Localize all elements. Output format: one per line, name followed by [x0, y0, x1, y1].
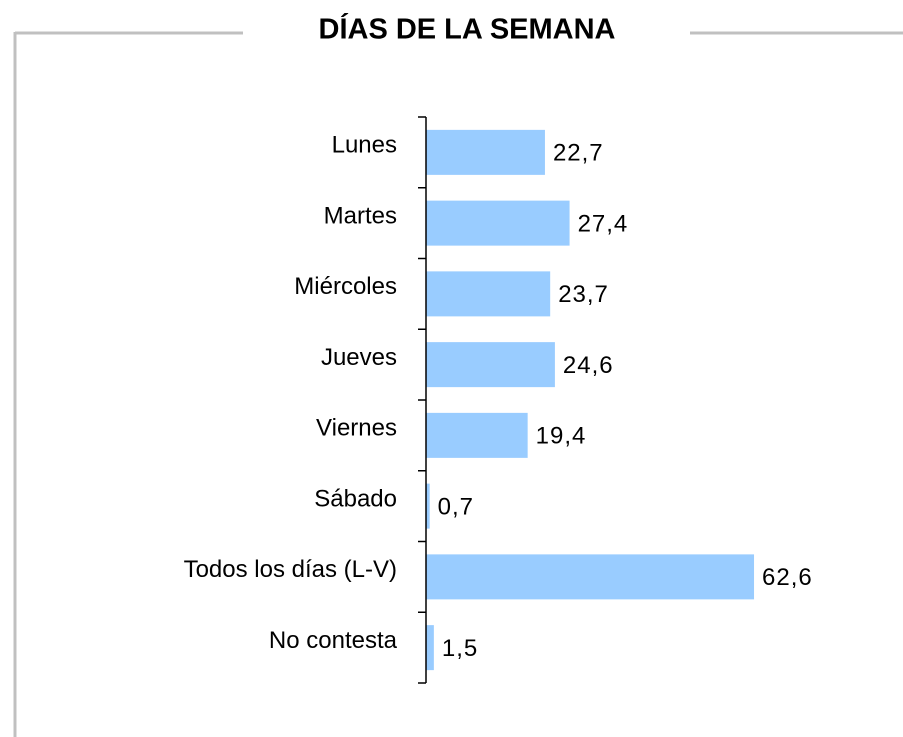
- category-label: Miércoles: [294, 273, 397, 300]
- data-label: 27,4: [578, 210, 629, 237]
- bar: [426, 129, 545, 175]
- data-label: 62,6: [762, 564, 813, 591]
- data-label: 22,7: [553, 140, 604, 167]
- data-label: 23,7: [558, 281, 609, 308]
- data-label: 24,6: [563, 352, 614, 379]
- bar: [426, 342, 555, 388]
- category-label: Martes: [324, 202, 397, 229]
- category-label: Jueves: [321, 344, 397, 371]
- bar: [426, 200, 570, 246]
- category-label: Viernes: [316, 415, 397, 442]
- bar: [426, 554, 755, 600]
- bar: [426, 483, 430, 529]
- category-label: Lunes: [332, 132, 397, 159]
- data-label: 0,7: [438, 493, 474, 520]
- bar: [426, 625, 434, 671]
- chart-title: DÍAS DE LA SEMANA: [319, 12, 616, 46]
- bar: [426, 412, 528, 458]
- category-label: No contesta: [269, 627, 398, 654]
- data-label: 19,4: [536, 423, 587, 450]
- data-label: 1,5: [442, 635, 478, 662]
- category-label: Sábado: [314, 485, 397, 512]
- category-label: Todos los días (L-V): [184, 556, 397, 583]
- bar: [426, 271, 551, 317]
